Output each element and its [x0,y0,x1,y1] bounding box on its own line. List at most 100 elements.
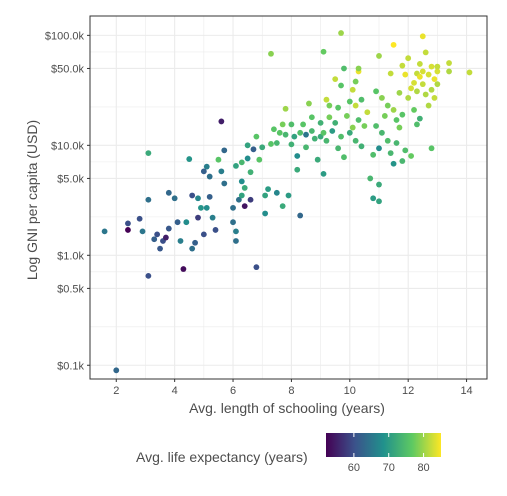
data-point [297,212,304,219]
data-point [419,81,426,88]
data-point [358,143,365,150]
data-point [370,195,377,202]
data-point [282,131,289,138]
data-point [288,141,295,148]
data-point [411,79,417,86]
x-axis-ticks: 2 4 6 8 10 12 14 [113,379,473,397]
data-point [303,144,309,151]
data-point [300,121,306,128]
x-tick-label: 2 [113,385,119,397]
data-point [279,121,286,128]
data-point [349,86,356,93]
data-point [320,129,327,136]
data-point [387,150,394,156]
data-point [165,225,172,232]
data-point [180,266,187,272]
data-point [414,121,420,128]
legend-title: Avg. life expectancy (years) [136,449,308,465]
data-point [162,234,169,241]
data-point [419,68,426,75]
data-point [332,76,339,83]
data-point [399,158,406,164]
data-point [402,147,409,154]
data-point [396,124,403,131]
data-point [288,121,295,128]
data-point [399,111,406,118]
data-point [151,236,158,243]
data-point [396,89,403,96]
grid-lines [90,16,487,379]
data-point [431,94,438,101]
data-point [262,192,269,199]
data-point [390,41,397,48]
data-point [241,203,248,210]
data-point [244,155,251,162]
data-points [101,30,473,374]
data-point [244,142,251,149]
data-point [373,88,379,95]
data-point [145,196,152,203]
data-point [373,123,379,129]
data-point [326,102,333,109]
y-axis-title: Log GNI per capita (USD) [24,120,40,280]
data-point [165,189,172,196]
data-point [206,173,213,180]
data-point [335,104,342,111]
data-point [233,228,239,235]
y-tick-label: $100.0k [45,30,85,42]
data-point [376,53,382,59]
x-axis-title: Avg. length of schooling (years) [189,400,385,416]
data-point [221,180,228,187]
data-point [431,76,438,83]
data-point [338,30,344,36]
data-point [352,102,359,109]
data-point [379,129,385,136]
data-point [233,163,239,169]
data-point [338,133,344,140]
data-point [346,129,353,136]
data-point [247,169,254,176]
data-point [329,128,336,134]
data-point [250,146,257,153]
data-point [253,133,260,140]
y-tick-label: $5.0k [57,173,84,185]
data-point [279,203,286,210]
data-point [154,231,161,238]
data-point [238,159,245,166]
data-point [282,105,289,112]
data-point [393,117,400,123]
x-tick-label: 4 [172,385,178,397]
data-point [338,82,344,89]
data-point [314,156,321,163]
data-point [145,150,152,156]
data-point [259,144,266,151]
data-point [174,219,181,226]
data-point [416,73,423,80]
data-point [390,160,397,167]
data-point [238,192,245,199]
data-point [408,85,415,92]
data-point [294,153,301,159]
data-point [384,102,391,109]
data-point [341,154,347,161]
data-point [384,137,391,144]
legend-colorbar [326,433,441,457]
x-tick-label: 12 [402,385,414,397]
data-point [411,106,417,113]
data-point [145,272,152,279]
data-point [320,170,327,177]
x-tick-label: 14 [460,385,472,397]
data-point [323,137,330,144]
data-point [262,210,269,217]
y-axis-ticks: $0.1k $0.5k $1.0k $5.0k $10.0k $50.0k $100.0k [45,30,90,372]
data-point [209,214,216,221]
data-point [416,115,423,122]
data-point [364,109,371,116]
data-point [361,123,368,129]
data-point [212,227,219,233]
data-point [425,102,432,109]
data-point [218,118,225,125]
data-point [195,195,201,202]
data-point [241,185,248,191]
